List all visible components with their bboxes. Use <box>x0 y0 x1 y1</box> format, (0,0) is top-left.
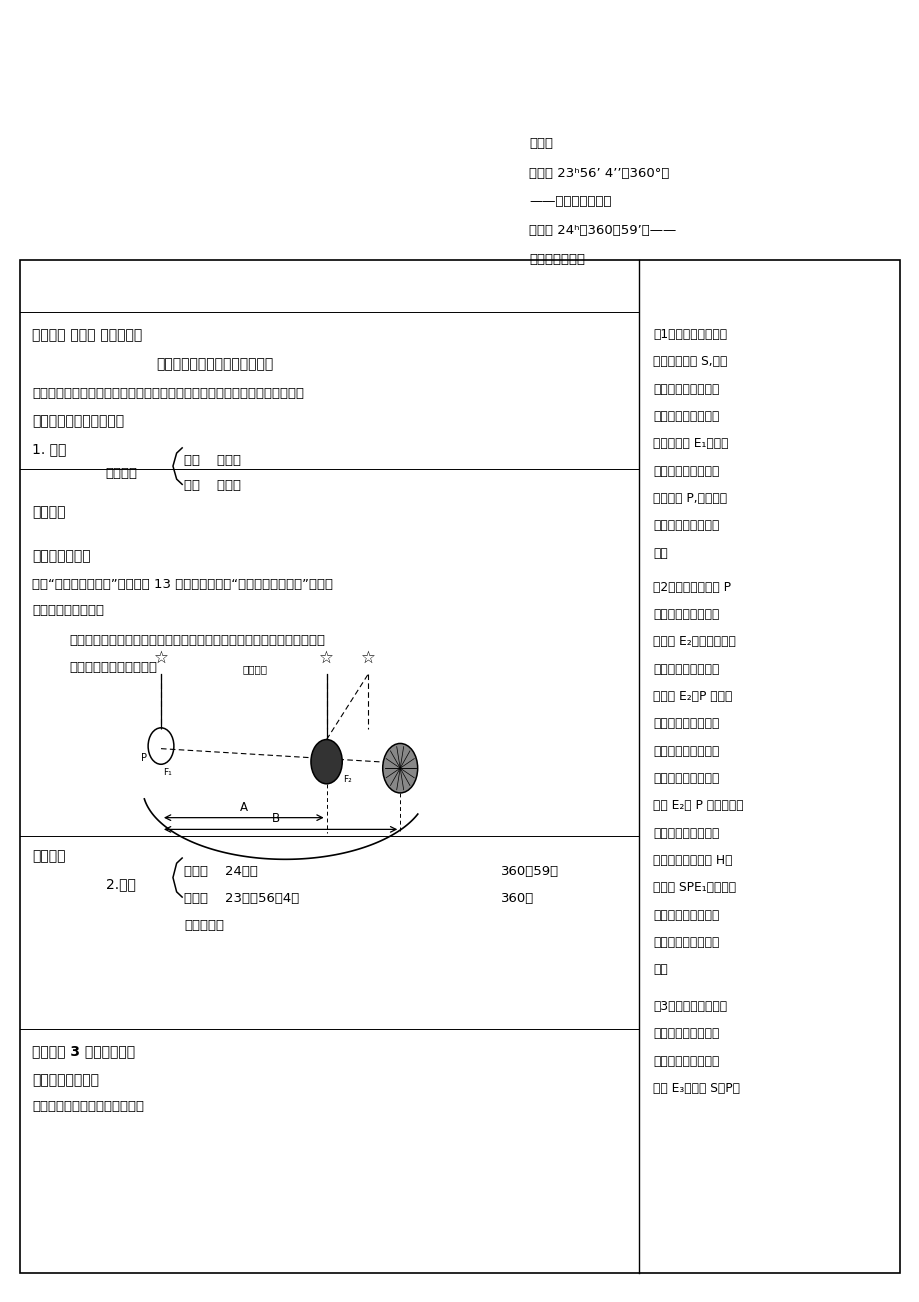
Text: 上作记号 P,在黑板上: 上作记号 P,在黑板上 <box>652 492 727 505</box>
Text: ——自转的真正周期: ——自转的真正周期 <box>528 195 611 208</box>
Text: 未自转一周。在黑板: 未自转一周。在黑板 <box>652 772 719 785</box>
Text: 置；: 置； <box>652 547 667 560</box>
Circle shape <box>382 743 417 793</box>
Text: 真正的周期: 真正的周期 <box>184 919 223 932</box>
Text: 宇宙中的一颗恒星 H，: 宇宙中的一颗恒星 H， <box>652 854 732 867</box>
Text: 日与太阳日的关系。: 日与太阳日的关系。 <box>32 604 104 617</box>
Text: 同一恒星: 同一恒星 <box>242 664 267 674</box>
Text: A: A <box>240 801 247 814</box>
Text: F₂: F₂ <box>343 775 352 784</box>
Text: 以该恒星为参考点，: 以该恒星为参考点， <box>652 909 719 922</box>
Text: 太阳和 E₂，P 点未在: 太阳和 E₂，P 点未在 <box>652 690 732 703</box>
Text: 注意交代：恒星（除太阳外）距离地球很遥远，不论地球公转到何处，所: 注意交代：恒星（除太阳外）距离地球很遥远，不论地球公转到何处，所 <box>69 634 324 647</box>
Text: （2）让该吹塑片以 P: （2）让该吹塑片以 P <box>652 581 731 594</box>
Text: 第一课时：地球运动的一般特点: 第一课时：地球运动的一般特点 <box>156 357 273 371</box>
Text: 图钉代表太阳 S,将一: 图钉代表太阳 S,将一 <box>652 355 727 368</box>
Text: 【板书】 3 地球自转速度: 【板书】 3 地球自转速度 <box>32 1044 135 1059</box>
Text: 为参考点自转并绕日: 为参考点自转并绕日 <box>652 608 719 621</box>
Text: F₁: F₁ <box>163 768 172 777</box>
Text: 为参考点时，地球还: 为参考点时，地球还 <box>652 745 719 758</box>
Text: B: B <box>272 812 279 825</box>
Text: 地球必须继续向前公: 地球必须继续向前公 <box>652 1055 719 1068</box>
Text: 【演示和讲解】: 【演示和讲解】 <box>32 549 91 564</box>
Text: ☆: ☆ <box>153 648 168 667</box>
Text: 恒星日    23小时56分4秒: 恒星日 23小时56分4秒 <box>184 892 299 905</box>
Text: 2.周期: 2.周期 <box>106 878 135 892</box>
Circle shape <box>311 740 342 784</box>
Text: 参考点的自转一周，: 参考点的自转一周， <box>652 1027 719 1040</box>
Text: （3）要保证以太阳为: （3）要保证以太阳为 <box>652 1000 727 1013</box>
Text: P: P <box>141 753 147 763</box>
Text: 在吹塑片和绳的交点: 在吹塑片和绳的交点 <box>652 465 719 478</box>
Text: 描出红绳和地球的位: 描出红绳和地球的位 <box>652 519 719 533</box>
Text: 本插图中的 E₁状态，: 本插图中的 E₁状态， <box>652 437 728 450</box>
Text: 一、晨昼线（圈）: 一、晨昼线（圈） <box>32 1073 99 1087</box>
Text: 【板书】: 【板书】 <box>32 505 65 519</box>
Text: ☆: ☆ <box>360 648 375 667</box>
Text: 360度: 360度 <box>501 892 534 905</box>
Text: 该线与 SPE₁线平行，: 该线与 SPE₁线平行， <box>652 881 735 894</box>
Text: ☆: ☆ <box>319 648 334 667</box>
Text: 1. 方向: 1. 方向 <box>32 443 66 457</box>
Text: 看到的恒星方位几乎不变: 看到的恒星方位几乎不变 <box>69 661 157 674</box>
Text: 则说明地球自转了一: 则说明地球自转了一 <box>652 936 719 949</box>
Text: P: P <box>330 750 336 760</box>
Text: （1）在黑板上框按一: （1）在黑板上框按一 <box>652 328 727 341</box>
Text: 太阳日    24小时: 太阳日 24小时 <box>184 865 257 878</box>
Text: 【板书】一、地球的自转: 【板书】一、地球的自转 <box>32 414 124 428</box>
Text: 转到 E₃点，使 S、P、: 转到 E₃点，使 S、P、 <box>652 1082 740 1095</box>
Text: 自西向东: 自西向东 <box>106 467 138 480</box>
Text: 昼夜交替的周期: 昼夜交替的周期 <box>528 253 584 266</box>
Text: 周。: 周。 <box>652 963 667 976</box>
Text: 此线上，说明以太阳: 此线上，说明以太阳 <box>652 717 719 730</box>
Text: 南极    顺时针: 南极 顺时针 <box>184 479 241 492</box>
Text: 太阳日 24ʰ（360֐59’）——: 太阳日 24ʰ（360֐59’）—— <box>528 224 675 237</box>
Text: 下面我们具体介绍一下晨昼线：: 下面我们具体介绍一下晨昼线： <box>32 1100 144 1113</box>
Text: 此线的上方为遥远的: 此线的上方为遥远的 <box>652 827 719 840</box>
Text: 【过渡】地球的运动包括自转运动和公转运动两种形式，下面我们逐一学习。: 【过渡】地球的运动包括自转运动和公转运动两种形式，下面我们逐一学习。 <box>32 387 304 400</box>
Text: 北极    逆时针: 北极 逆时针 <box>184 454 241 467</box>
Text: 定，让该吹塑片如课: 定，让该吹塑片如课 <box>652 410 719 423</box>
Text: 结论：: 结论： <box>528 137 552 150</box>
Text: 公转到 E₂位置，作图。: 公转到 E₂位置，作图。 <box>652 635 735 648</box>
Text: 上做 E₂到 P 的延长线，: 上做 E₂到 P 的延长线， <box>652 799 743 812</box>
Text: 【板书】: 【板书】 <box>32 849 65 863</box>
Text: 360度59分: 360度59分 <box>501 865 559 878</box>
Text: 运用“太阳日和恒星日”（课本第 13 页）投影片分析“恒星日与太阳日图”中恒星: 运用“太阳日和恒星日”（课本第 13 页）投影片分析“恒星日与太阳日图”中恒星 <box>32 578 333 591</box>
Bar <box>20 260 899 1273</box>
Text: 在黑板上用虚线连接: 在黑板上用虚线连接 <box>652 663 719 676</box>
Text: 【板书】 第三节 地球的运动: 【板书】 第三节 地球的运动 <box>32 328 142 342</box>
Text: 个吹塑片上的红绳固: 个吹塑片上的红绳固 <box>652 383 719 396</box>
Text: 恒星日 23ʰ56’ 4’’（360°）: 恒星日 23ʰ56’ 4’’（360°） <box>528 167 669 180</box>
